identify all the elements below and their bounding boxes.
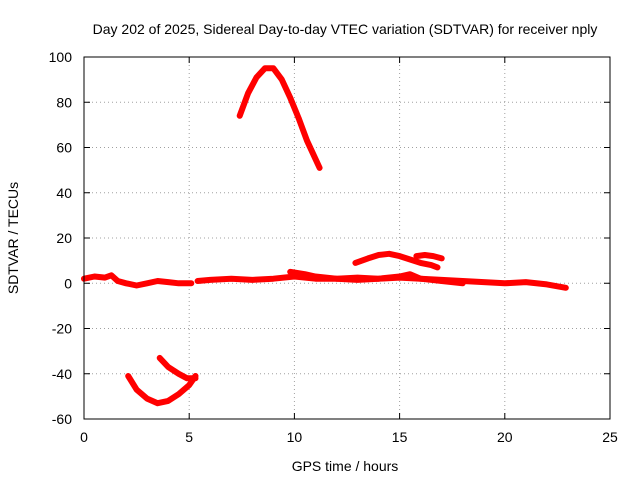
series-arc-high	[236, 65, 323, 171]
series-arc-mid	[352, 250, 441, 271]
y-tick-label: 60	[56, 140, 72, 156]
x-tick-label: 5	[185, 429, 193, 445]
x-tick-label: 15	[392, 429, 408, 445]
y-tick-label: 20	[56, 230, 72, 246]
y-tick-label: -60	[52, 411, 72, 427]
y-tick-label: -40	[52, 366, 72, 382]
y-tick-label: 40	[56, 185, 72, 201]
series-baseline-a	[81, 272, 195, 289]
series-arc-low-a	[125, 373, 199, 407]
x-tick-label: 25	[602, 429, 618, 445]
y-tick-label: 80	[56, 94, 72, 110]
series-layer	[81, 65, 569, 407]
tick-layer: 0 5 10 15 20 25 -60 -40 -20 0 20 40 60 80 100	[49, 49, 618, 445]
series-baseline-c	[287, 268, 466, 287]
y-tick-label: 100	[49, 49, 73, 65]
y-tick-label: -20	[52, 321, 72, 337]
y-axis-label: SDTVAR / TECUs	[5, 182, 21, 294]
series-arc-mid-b	[413, 252, 445, 262]
x-tick-label: 20	[497, 429, 513, 445]
x-tick-label: 10	[287, 429, 303, 445]
series-arc-low-b	[156, 354, 199, 382]
grid-layer	[84, 57, 610, 419]
x-axis-label: GPS time / hours	[292, 458, 399, 474]
x-tick-label: 0	[80, 429, 88, 445]
chart-title: Day 202 of 2025, Sidereal Day-to-day VTE…	[93, 21, 598, 37]
y-tick-label: 0	[64, 275, 72, 291]
